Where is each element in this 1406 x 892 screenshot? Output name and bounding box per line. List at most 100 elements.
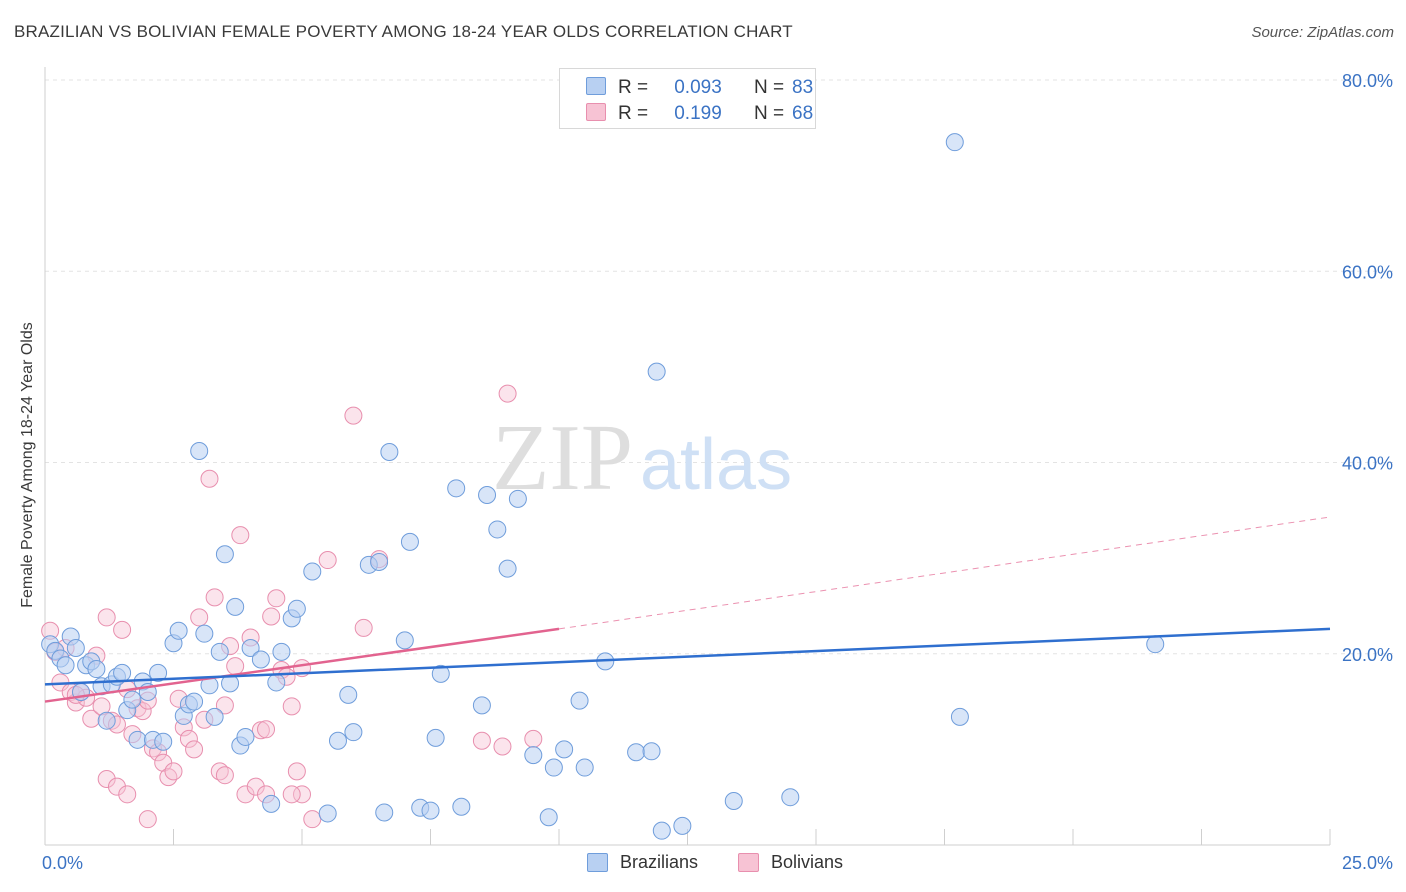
brazilian-point xyxy=(781,788,800,807)
bolivian-point xyxy=(215,696,234,715)
brazilian-point xyxy=(508,489,527,508)
y-tick-label: 60.0% xyxy=(1342,262,1393,282)
brazilian-point xyxy=(215,545,234,564)
bolivian-point xyxy=(231,526,250,545)
y-tick-label: 80.0% xyxy=(1342,71,1393,91)
brazilian-point xyxy=(421,801,440,820)
brazilian-point xyxy=(575,758,594,777)
bolivian-point xyxy=(472,731,491,750)
bolivian-point xyxy=(226,657,245,676)
bolivian-point xyxy=(179,729,198,748)
stats-legend: R = 0.093 N = 83 R = 0.199 N = 68 xyxy=(559,68,816,129)
n-label: N = xyxy=(754,103,785,124)
bolivian-point xyxy=(493,737,512,756)
bolivian-point xyxy=(293,785,311,804)
n-value: 83 xyxy=(792,77,814,98)
bolivian-point xyxy=(287,762,306,781)
bolivian-point xyxy=(282,697,301,716)
bolivian-point xyxy=(354,618,373,637)
r-label: R = xyxy=(618,77,649,98)
r-label: R = xyxy=(618,103,649,124)
brazilian-point xyxy=(344,723,363,742)
bolivian-point xyxy=(113,620,132,639)
brazilian-point xyxy=(267,673,286,692)
brazilian-point xyxy=(262,794,281,813)
bolivian-point xyxy=(498,384,517,403)
brazilian-point xyxy=(555,740,574,759)
chart-title: BRAZILIAN VS BOLIVIAN FEMALE POVERTY AMO… xyxy=(14,22,793,41)
watermark-atlas: atlas xyxy=(640,425,792,505)
y-tick-label: 20.0% xyxy=(1342,645,1393,665)
brazilian-point xyxy=(66,639,85,658)
bolivian-point xyxy=(97,770,116,789)
brazilian-point xyxy=(452,797,471,816)
legend-label-brazilians: Brazilians xyxy=(620,852,699,872)
bolivian-point xyxy=(267,589,286,608)
brazilian-point xyxy=(56,656,75,675)
brazilian-point xyxy=(149,663,168,682)
brazilian-point xyxy=(328,731,347,750)
bolivian-point xyxy=(524,729,543,748)
n-value: 68 xyxy=(792,103,814,124)
brazilian-point xyxy=(236,727,255,746)
brazilian-point xyxy=(652,821,671,840)
y-tick-label: 40.0% xyxy=(1342,454,1393,474)
brazilian-point xyxy=(375,803,394,822)
brazilian-point xyxy=(544,758,563,777)
bolivian-point xyxy=(318,551,337,570)
brazilian-point xyxy=(272,642,291,661)
brazilian-point xyxy=(570,691,589,710)
brazilian-point xyxy=(318,804,337,823)
bolivian-point xyxy=(185,740,204,759)
bolivian-point xyxy=(282,785,301,804)
brazilian-point xyxy=(169,621,188,640)
r-value: 0.199 xyxy=(674,103,722,124)
brazilian-point xyxy=(673,816,692,835)
brazilian-point xyxy=(195,624,214,643)
legend-label-bolivians: Bolivians xyxy=(771,852,844,872)
brazilian-point xyxy=(426,728,445,747)
bolivian-point xyxy=(138,810,157,829)
brazilian-point xyxy=(251,650,270,669)
brazilian-point xyxy=(647,362,666,381)
brazilian-point xyxy=(498,559,517,578)
brazilian-point xyxy=(539,808,558,827)
brazilian-point xyxy=(205,707,224,726)
brazilian-point xyxy=(447,479,466,498)
brazilian-point xyxy=(303,562,322,581)
x-tick-label: 0.0% xyxy=(42,853,83,873)
brazilian-point xyxy=(395,631,414,650)
r-value: 0.093 xyxy=(674,77,722,98)
bolivian-point xyxy=(118,785,137,804)
brazilian-point xyxy=(128,730,147,749)
brazilian-point xyxy=(400,532,419,551)
bolivian-point xyxy=(205,588,224,607)
brazilian-point xyxy=(627,743,646,762)
x-tick-label: 25.0% xyxy=(1342,853,1393,873)
brazilian-point xyxy=(370,552,389,571)
bolivian-point xyxy=(262,607,281,626)
brazilian-point xyxy=(123,690,142,709)
brazilian-point xyxy=(1146,635,1165,654)
brazilian-point xyxy=(950,707,969,726)
brazilian-point xyxy=(154,732,173,751)
brazilian-point xyxy=(945,133,964,152)
bolivian-point xyxy=(164,762,183,781)
brazilian-point xyxy=(431,664,450,683)
bolivian-point xyxy=(251,721,270,740)
brazilians-swatch xyxy=(586,77,606,95)
bolivian-point xyxy=(344,406,363,425)
brazilian-point xyxy=(113,663,132,682)
brazilian-point xyxy=(524,746,543,765)
bolivians-trend-extension xyxy=(558,516,1331,630)
brazilian-point xyxy=(185,692,204,711)
brazilian-point xyxy=(478,486,497,505)
axes xyxy=(44,67,1331,846)
brazilian-point xyxy=(210,642,229,661)
bolivian-point xyxy=(303,810,322,829)
trend-lines xyxy=(44,516,1331,703)
bolivian-point xyxy=(190,608,209,627)
brazilian-point xyxy=(380,442,399,461)
bolivian-point xyxy=(236,785,255,804)
